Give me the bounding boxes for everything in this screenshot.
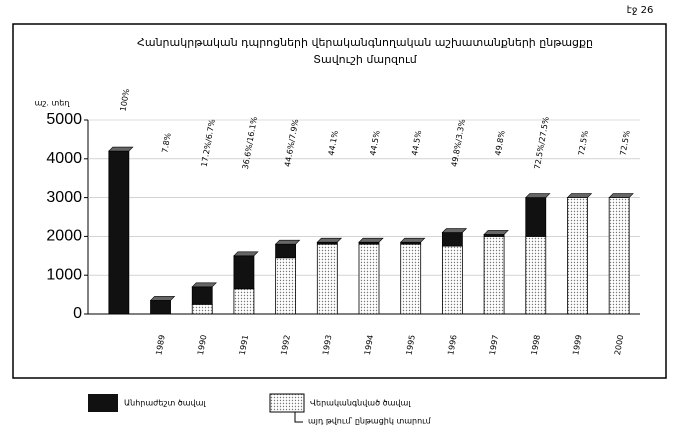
data-annotation: 72.5% bbox=[577, 129, 590, 156]
bar-top bbox=[566, 193, 593, 198]
legend-arrow bbox=[294, 412, 303, 423]
y-tick-label: 3000 bbox=[46, 189, 82, 206]
data-annotation: 44.5% bbox=[410, 129, 423, 156]
bar-top bbox=[525, 193, 551, 198]
bar-segment bbox=[233, 255, 255, 290]
bar-segment bbox=[233, 288, 255, 315]
legend-label: Անհրաժեշտ ծավալ bbox=[124, 399, 206, 408]
data-annotation: 44.6%/7.9% bbox=[283, 118, 300, 168]
x-tick-label: 1998 bbox=[530, 334, 542, 356]
bar-segment bbox=[525, 235, 547, 315]
data-annotation: 72.5%/27.5% bbox=[533, 115, 551, 170]
data-annotation: 49.8%/3.3% bbox=[450, 118, 467, 168]
data-annotation: 72.5% bbox=[619, 129, 632, 156]
y-tick-label: 1000 bbox=[46, 266, 82, 283]
data-annotation: 17.2%/6.7% bbox=[200, 118, 217, 168]
bar-segment bbox=[483, 235, 505, 315]
legend-swatch bbox=[269, 393, 305, 413]
frame bbox=[12, 23, 667, 379]
bar-top bbox=[483, 230, 509, 235]
x-tick-label: 2000 bbox=[613, 334, 625, 356]
bar-top bbox=[316, 237, 343, 243]
bar-top bbox=[399, 237, 426, 243]
y-tick-label: 4000 bbox=[46, 150, 82, 167]
legend-label: Վերականգնված ծավալ bbox=[310, 399, 411, 408]
x-tick-label: 1991 bbox=[238, 334, 250, 356]
x-tick-label: 1997 bbox=[488, 334, 500, 356]
bar-top bbox=[149, 296, 176, 301]
bar-top bbox=[233, 251, 259, 257]
bar-segment bbox=[108, 150, 130, 315]
chart-subtitle: Տավուշի մարզում bbox=[313, 53, 418, 66]
bar-top bbox=[108, 146, 134, 152]
bar-segment bbox=[275, 257, 297, 315]
bar-segment bbox=[400, 243, 422, 315]
x-tick-label: 1996 bbox=[446, 334, 458, 356]
bar-segment bbox=[191, 303, 213, 315]
x-tick-label: 1995 bbox=[404, 334, 416, 356]
bar-top bbox=[191, 282, 217, 288]
bar-segment bbox=[567, 197, 588, 315]
y-tick-label: 0 bbox=[73, 305, 82, 322]
bar-segment bbox=[275, 243, 297, 259]
y-tick-label: 5000 bbox=[46, 111, 82, 128]
bar-top bbox=[274, 239, 301, 245]
legend-swatch bbox=[88, 394, 118, 412]
x-tick-label: 1999 bbox=[571, 334, 583, 356]
x-tick-label: 1992 bbox=[279, 334, 291, 356]
data-annotation: 44.1% bbox=[327, 129, 340, 156]
bar-top bbox=[608, 193, 634, 198]
bar-segment bbox=[608, 197, 630, 315]
x-tick-label: 1990 bbox=[196, 334, 208, 356]
x-tick-label: 1993 bbox=[321, 334, 333, 356]
bar-top bbox=[358, 237, 384, 243]
bar-segment bbox=[525, 197, 547, 237]
chart-title: Հանրակրթական դպրոցների վերականգնողական ա… bbox=[137, 36, 593, 49]
data-annotation: 44.5% bbox=[368, 129, 381, 156]
x-tick-label: 1994 bbox=[363, 334, 375, 356]
data-annotation: 36.6%/16.1% bbox=[241, 115, 259, 170]
y-tick-label: 2000 bbox=[46, 228, 82, 245]
page-label: էջ 26 bbox=[627, 5, 654, 16]
bar-segment bbox=[441, 232, 463, 247]
data-annotation: 100% bbox=[118, 88, 131, 112]
data-annotation: 7.8% bbox=[160, 132, 172, 154]
bar-segment bbox=[358, 243, 380, 315]
bar-segment bbox=[316, 243, 338, 315]
x-tick-label: 1989 bbox=[154, 334, 166, 356]
bar-top bbox=[441, 228, 468, 233]
data-annotation: 49.8% bbox=[493, 129, 506, 156]
legend-note: այդ թվում՝ ընթացիկ տարում bbox=[308, 416, 432, 426]
bar-segment bbox=[191, 286, 213, 305]
y-unit: աշ. տեղ bbox=[35, 99, 71, 108]
bar-segment bbox=[441, 245, 463, 315]
bar-segment bbox=[150, 300, 171, 315]
